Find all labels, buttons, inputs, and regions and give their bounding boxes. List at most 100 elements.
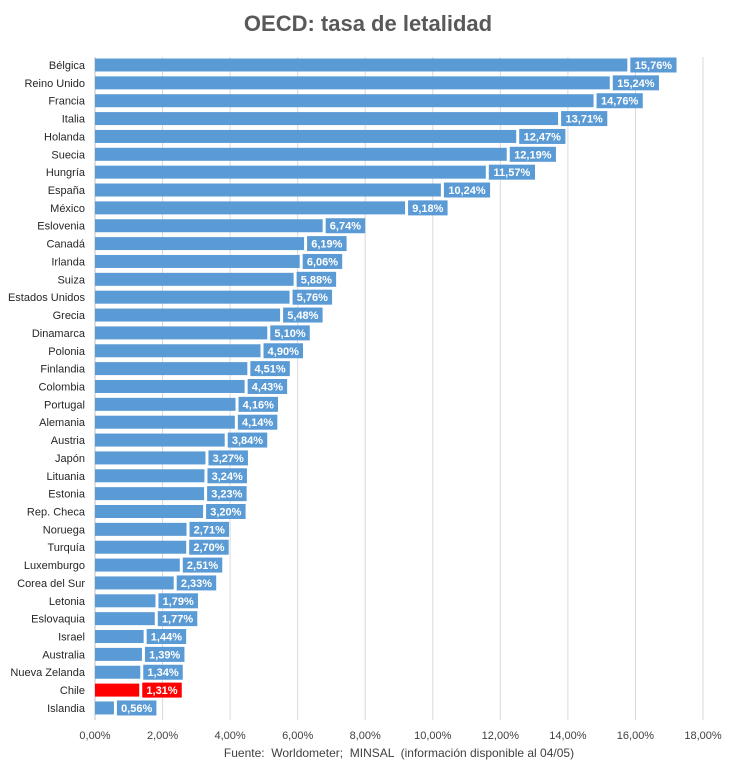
category-label: Chile — [60, 685, 85, 697]
category-label: Nueva Zelanda — [10, 667, 85, 679]
bar — [95, 147, 507, 161]
bar — [95, 76, 610, 90]
category-label: Finlandia — [40, 364, 86, 376]
x-tick-label: 14,00% — [549, 730, 587, 742]
data-label: 4,90% — [268, 346, 299, 358]
category-label: Dinamarca — [32, 328, 86, 340]
category-label: Irlanda — [51, 256, 86, 268]
data-label-box — [612, 75, 659, 91]
data-label-box — [443, 182, 491, 198]
category-label: Austria — [51, 435, 86, 447]
data-label-box — [270, 325, 310, 341]
data-label: 11,57% — [494, 167, 531, 179]
category-label: Eslovaquia — [31, 614, 86, 626]
data-label-box — [189, 539, 229, 555]
category-label: Estonia — [48, 489, 86, 501]
category-labels: Bélgica Reino Unido Francia Italia Holanda Su… — [8, 60, 86, 715]
data-label-box — [116, 700, 157, 716]
bar — [95, 379, 245, 393]
category-label: Islandia — [47, 703, 86, 715]
category-label: Turquía — [47, 542, 85, 554]
bar — [95, 58, 628, 72]
bar — [95, 612, 155, 626]
category-label: Rep. Checa — [27, 507, 86, 519]
category-label: Italia — [62, 114, 86, 126]
category-label: Hungría — [46, 167, 86, 179]
bars: 15,76% 15,24% 14,76% 13,71% 12,47% 12,19% 11,5… — [95, 57, 677, 716]
bar — [95, 665, 141, 679]
bar — [95, 362, 248, 376]
bar — [95, 237, 305, 251]
data-label-box — [519, 128, 566, 144]
category-label: Estados Unidos — [8, 292, 86, 304]
data-label-box — [247, 378, 288, 394]
data-label: 4,51% — [254, 364, 285, 376]
data-label-box — [189, 521, 230, 537]
x-tick-label: 10,00% — [414, 730, 452, 742]
bar — [95, 326, 268, 340]
category-label: Luxemburgo — [24, 560, 85, 572]
chart-footnote: Fuente: Worldometer; MINSAL (información… — [223, 746, 575, 760]
x-tick-label: 8,00% — [350, 730, 381, 742]
data-label-box — [207, 486, 247, 502]
data-label: 10,24% — [448, 185, 486, 197]
data-label-box — [206, 504, 246, 519]
bar — [95, 290, 290, 304]
bar — [95, 558, 180, 572]
bar — [95, 254, 300, 268]
data-label-box — [307, 236, 347, 252]
data-label: 6,19% — [311, 239, 342, 251]
data-label: 1,34% — [147, 667, 178, 679]
bar — [95, 344, 261, 358]
category-label: Colombia — [39, 381, 86, 393]
x-tick-label: 6,00% — [282, 730, 313, 742]
bar — [95, 219, 323, 233]
data-label: 12,47% — [524, 131, 562, 143]
data-label-box — [325, 218, 366, 234]
data-label-box — [302, 253, 343, 269]
category-label: México — [50, 203, 85, 215]
category-label: Bélgica — [49, 60, 86, 72]
data-label: 13,71% — [566, 114, 604, 126]
category-label: Reino Unido — [24, 78, 85, 90]
data-label: 1,77% — [162, 614, 193, 626]
category-label: Noruega — [43, 524, 86, 536]
data-label-box — [488, 164, 536, 180]
data-label: 4,16% — [243, 399, 274, 411]
data-label: 1,44% — [151, 632, 182, 644]
x-tick-label: 16,00% — [617, 730, 655, 742]
x-tick-label: 2,00% — [147, 730, 178, 742]
data-label-box — [227, 432, 268, 448]
chart-title: OECD: tasa de letalidad — [243, 11, 493, 36]
bar — [95, 522, 187, 536]
data-label-box — [182, 557, 223, 573]
data-label: 5,76% — [297, 292, 328, 304]
data-label: 9,18% — [412, 203, 443, 215]
data-label-box — [146, 629, 187, 645]
data-label: 6,06% — [307, 256, 338, 268]
data-label-box — [158, 593, 198, 609]
data-label: 3,23% — [211, 489, 242, 501]
category-label: Suiza — [57, 274, 85, 286]
category-label: Suecia — [51, 149, 86, 161]
bar — [95, 576, 174, 590]
data-label: 3,24% — [212, 471, 243, 483]
data-label: 1,79% — [163, 596, 194, 608]
data-label: 5,10% — [274, 328, 305, 340]
category-label: Canadá — [46, 239, 85, 251]
category-label: Alemania — [39, 417, 86, 429]
bar — [95, 701, 114, 715]
data-label: 2,71% — [194, 524, 225, 536]
bar — [95, 94, 594, 108]
bar — [95, 683, 140, 697]
data-label-box — [207, 468, 247, 484]
category-label: Australia — [42, 649, 86, 661]
bar — [95, 594, 156, 608]
data-label-box — [408, 200, 448, 216]
data-label: 1,31% — [146, 685, 177, 697]
data-label: 4,14% — [242, 417, 273, 429]
x-tick-label: 0,00% — [79, 730, 110, 742]
category-label: Eslovenia — [37, 221, 86, 233]
bar — [95, 540, 187, 554]
